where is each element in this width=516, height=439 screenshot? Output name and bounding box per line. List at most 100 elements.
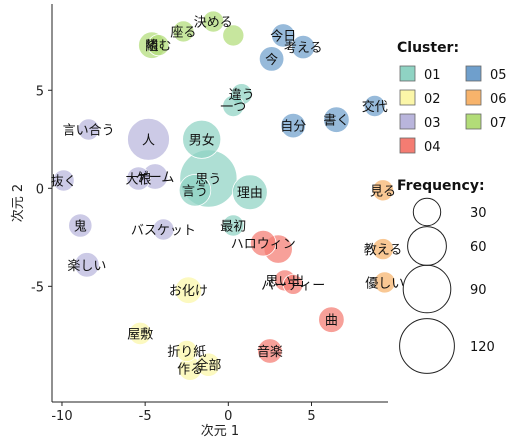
y-tick-label: -5 [31,280,44,295]
bubbles-layer [52,10,396,381]
cluster-legend-label: 03 [424,116,441,131]
word-label: 思う [195,173,221,188]
cluster-legend-label: 05 [490,68,507,83]
word-label: バスケット [131,224,196,239]
cluster-legend-swatch [399,113,416,130]
bubble-point [373,271,396,294]
bubble-point [222,24,245,47]
cluster-legend-title: Cluster: [397,40,459,56]
word-label: 書く [323,114,349,129]
bubble-point [271,23,296,48]
word-label: 音楽 [257,344,283,360]
bubble-point [74,252,100,278]
word-label: 決める [194,16,233,31]
cluster-legend-swatch [399,65,416,82]
word-label: 曲 [325,314,338,329]
word-label: 自分 [280,120,306,135]
bubble-point [77,118,100,141]
word-label: お化け [169,284,208,299]
word-label: 交代 [362,99,388,115]
word-label: 言う [182,184,208,199]
bubble-point [222,214,245,237]
word-label: ハロウィン [231,237,296,252]
bubble-point [52,169,75,192]
x-axis-title: 次元 1 [201,423,239,439]
cluster-legend-label: 02 [424,92,441,107]
bubble-point [152,218,175,241]
word-label: 違う [229,88,255,103]
y-axis-title: 次元 2 [10,184,26,222]
word-label: 一つ [220,100,246,115]
cluster-legend-swatch [465,113,482,130]
word-label: 大根 [125,173,151,188]
frequency-legend-label: 60 [470,240,487,255]
cluster-legend-label: 01 [424,68,441,83]
bubble-point [250,229,277,257]
cluster-legend-swatch [465,65,482,82]
bubble-point [222,95,245,118]
frequency-legend-items: 30 60 90 120 [399,197,495,374]
cluster-legend-items: 01 02 03 04 05 06 07 [399,65,507,155]
axes: -10 -5 0 5 -5 0 5 次元 1 次元 2 [10,4,388,439]
x-tick-label: -5 [139,409,152,424]
word-label: 最初 [220,220,246,235]
bubble-point [257,338,283,364]
bubble-point [258,46,285,72]
word-label: 楽しい [67,258,106,274]
word-label: 人 [142,133,155,148]
bubble-point [174,276,203,304]
cluster-legend-swatch [399,89,416,106]
bubble-point [291,34,316,60]
bubble-point [371,179,394,202]
x-ticks: -10 -5 0 5 [51,402,316,424]
word-label: 男女 [189,132,215,148]
x-tick-label: -10 [51,409,72,424]
bubble-point [202,10,225,33]
frequency-legend-label: 30 [470,206,487,221]
bubble-point [182,119,222,159]
bubble-point [178,174,212,207]
bubble-point [363,95,386,118]
bubble-point [318,306,345,333]
word-label: 今日 [270,28,296,44]
frequency-legend-circle [402,264,452,314]
bubble-point [175,339,198,362]
frequency-legend-circle [399,318,455,374]
bubble-point [323,106,350,133]
bubble-point [371,238,394,261]
cluster-legend-label: 04 [424,140,441,155]
bubble-point [232,174,268,211]
word-label: 隣 [145,38,158,54]
word-label: 言い合う [63,124,115,139]
word-label: ゲーム [136,171,175,186]
y-tick-label: 5 [36,84,44,99]
word-label: 組む [145,39,171,54]
bubble-point [282,273,304,295]
word-label: 折り紙 [167,345,206,360]
word-label: パーティー [261,278,325,293]
y-ticks: -5 0 5 [31,84,52,295]
frequency-legend-label: 120 [470,340,495,355]
y-tick-label: 0 [36,182,44,197]
bubble-point [128,321,152,345]
word-label: 屋敷 [127,327,153,342]
word-label: 思い出 [265,274,304,289]
bubble-point [147,34,170,57]
word-label: 理由 [237,186,263,201]
bubble-point [68,213,93,238]
bubble-point [127,117,170,161]
word-label: 作る [177,363,203,378]
word-label: 座る [170,25,196,40]
word-label: 考える [284,41,323,56]
word-label: 抜く [51,174,77,190]
bubble-point [126,166,151,191]
bubble-point [196,352,221,377]
word-label: 鬼 [74,219,87,235]
cluster-legend-label: 06 [490,92,507,107]
bubble-point [280,112,306,139]
word-label: 今 [265,52,278,68]
x-tick-label: 0 [224,409,232,424]
frequency-legend-circle [407,226,447,266]
word-label: 教える [364,242,403,258]
